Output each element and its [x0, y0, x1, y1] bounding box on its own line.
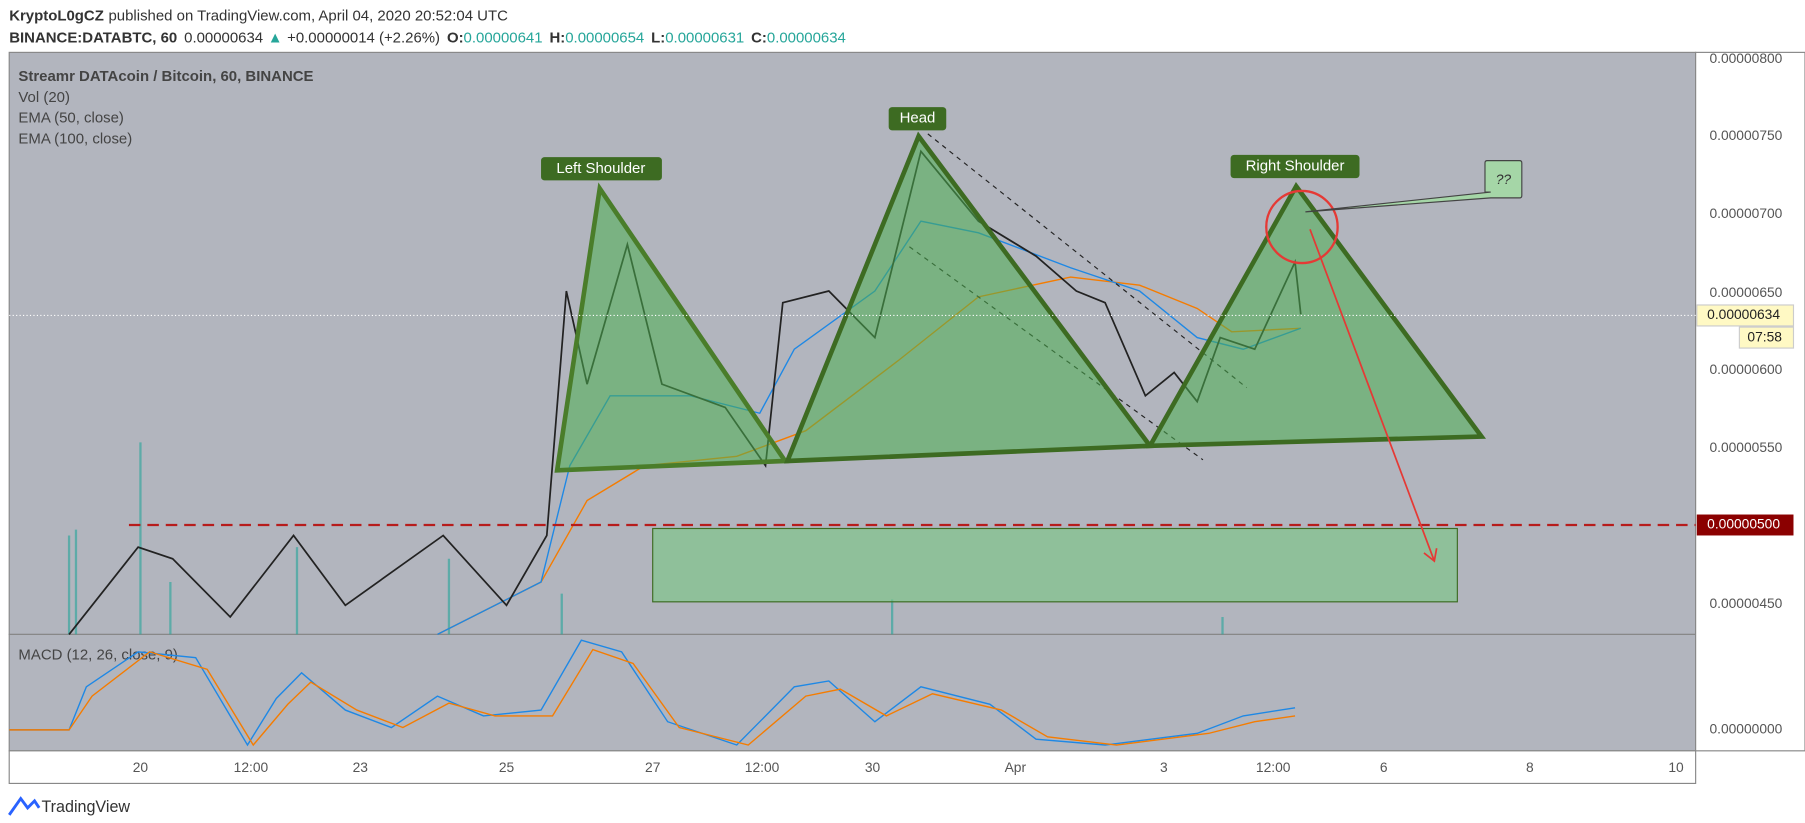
time-tick-label: 20 — [133, 759, 149, 775]
time-ticks: 20 12:00 23 25 27 12:00 30 Apr 3 12:00 6… — [133, 759, 1684, 775]
ohlc-value: 0.00000641 — [464, 29, 543, 46]
macd-pane — [8, 633, 1697, 752]
left-shoulder-triangle — [554, 182, 790, 473]
target-zone — [652, 527, 1458, 603]
countdown-marker — [1738, 326, 1795, 349]
time-axis — [8, 750, 1697, 785]
price-ticks: 0.00000800 0.00000750 0.00000700 0.00000… — [1709, 50, 1782, 737]
annotation-box — [541, 157, 662, 181]
current-marker — [1696, 304, 1795, 327]
price-axis — [1695, 51, 1805, 752]
time-tick-label: 6 — [1380, 759, 1388, 775]
annotation-box — [1230, 154, 1360, 179]
symbol: BINANCE:DATABTC, 60 — [9, 29, 177, 46]
footer-brand: TradingView — [41, 798, 130, 816]
highlight-circle — [1265, 189, 1339, 265]
macd-line — [9, 639, 1296, 747]
volume-bars — [67, 442, 1224, 635]
price-tick-label: 0.00000700 — [1709, 205, 1782, 221]
last: 0.00000634 — [184, 29, 263, 46]
trend-line — [927, 133, 1248, 389]
signal-line — [9, 648, 1296, 747]
annotation: Head — [900, 110, 936, 127]
change: +0.00000014 (+2.26%) — [287, 29, 440, 46]
legend-title: Streamr DATAcoin / Bitcoin, 60, BINANCE — [18, 68, 313, 85]
time-tick-label: 10 — [1668, 759, 1684, 775]
quote-line: BINANCE:DATABTC, 60 0.00000634 ▲ +0.0000001… — [9, 29, 846, 46]
time-tick-label: 8 — [1526, 759, 1534, 775]
level-marker — [1696, 514, 1794, 536]
ohlc-value: 0.00000631 — [665, 29, 744, 46]
callout — [1305, 160, 1523, 213]
price-tick-label: 0.00000450 — [1709, 595, 1782, 611]
annotation: Left Shoulder — [556, 160, 645, 177]
published: published on TradingView.com, April 04, … — [108, 7, 508, 24]
ohlc-value: 0.00000654 — [565, 29, 644, 46]
price-tick-label: 0.00000750 — [1709, 127, 1782, 143]
level-marker-label: 0.00000500 — [1707, 516, 1780, 532]
macd-tick-label: 0.00000000 — [1709, 720, 1782, 736]
annotation-box — [888, 107, 947, 131]
ohlc-label: C: — [751, 29, 767, 46]
time-tick-label: 12:00 — [745, 759, 780, 775]
current-marker-label: 0.00000634 — [1707, 306, 1780, 322]
arrow-head — [1423, 548, 1438, 563]
callout-text: ?? — [1496, 171, 1512, 187]
head-triangle — [783, 131, 1155, 464]
price-path — [68, 149, 1302, 635]
target-arrow — [1309, 229, 1436, 562]
price-tick-label: 0.00000550 — [1709, 439, 1782, 455]
ohlc-label: O: — [447, 29, 464, 46]
time-tick-label: 27 — [645, 759, 661, 775]
price-tick-label: 0.00000650 — [1709, 284, 1782, 300]
ohlc-value: 0.00000634 — [767, 29, 846, 46]
header-line: KryptoL0gCZ published on TradingView.com,… — [9, 7, 508, 24]
time-tick-label: 25 — [499, 759, 515, 775]
ohlc-label: H: — [549, 29, 565, 46]
time-tick-label: 30 — [865, 759, 881, 775]
author: KryptoL0gCZ — [9, 7, 104, 24]
legend-item: EMA (50, close) — [18, 110, 123, 127]
time-tick-label: 12:00 — [1256, 759, 1291, 775]
annotation: Right Shoulder — [1246, 157, 1345, 174]
time-tick-label: 12:00 — [234, 759, 269, 775]
price-tick-label: 0.00000800 — [1709, 50, 1782, 66]
time-tick-label: 3 — [1160, 759, 1168, 775]
time-tick-label: 23 — [353, 759, 369, 775]
legend-item: EMA (100, close) — [18, 131, 132, 148]
logo — [8, 796, 41, 816]
ohlc-label: L: — [651, 29, 665, 46]
volume — [67, 442, 1224, 635]
time-tick-label: Apr — [1005, 759, 1027, 775]
legend-item: Vol (20) — [18, 89, 70, 106]
price-tick-label: 0.00000600 — [1709, 361, 1782, 377]
arrow: ▲ — [268, 29, 283, 46]
countdown-label: 07:58 — [1747, 328, 1782, 344]
macd-label: MACD (12, 26, close, 9) — [18, 646, 177, 663]
